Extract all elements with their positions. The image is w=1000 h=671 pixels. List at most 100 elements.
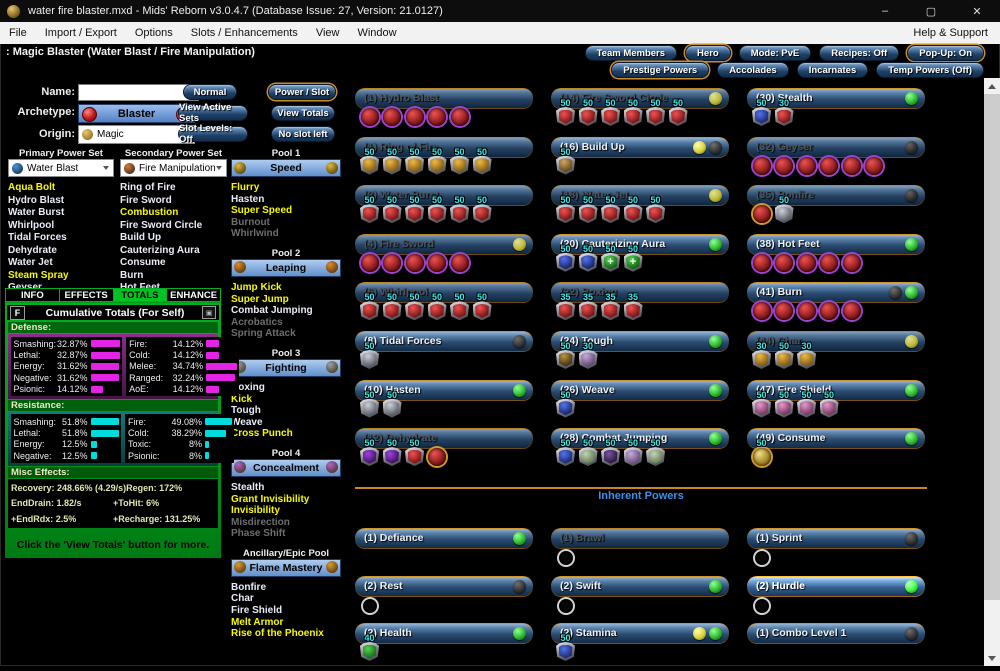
accolades-button[interactable]: Accolades xyxy=(717,62,789,78)
power-brawl[interactable]: (1) Brawl xyxy=(551,528,729,576)
enhancement-slot[interactable] xyxy=(359,587,380,615)
power-sprint[interactable]: (1) Sprint xyxy=(747,528,925,576)
power-list-item-phase-shift[interactable]: Phase Shift xyxy=(231,528,286,540)
recipes-off-button[interactable]: Recipes: Off xyxy=(819,45,900,61)
enhancement-slot[interactable] xyxy=(774,245,795,272)
dark-status-dot[interactable] xyxy=(513,579,526,593)
name-input[interactable] xyxy=(78,84,199,101)
power-bar[interactable]: (16) Build Up xyxy=(551,136,729,157)
power-bar[interactable]: (26) Weave xyxy=(551,379,729,400)
enhancement-slot[interactable] xyxy=(796,148,817,175)
power-bar[interactable]: (1) Ring of Fire xyxy=(355,136,533,157)
power-water-jet[interactable]: (18) Water Jet 50 50 50 50 50 xyxy=(551,185,729,234)
power-bar[interactable]: (47) Fire Shield xyxy=(747,379,925,400)
speed-pool-dropdown[interactable]: Speed xyxy=(231,159,341,177)
power-bar[interactable]: (2) Hurdle xyxy=(747,575,925,596)
power-list-item-tough[interactable]: Tough xyxy=(231,405,261,417)
enhancement-slot[interactable]: 50 xyxy=(472,196,493,224)
tab-info[interactable]: INFO xyxy=(5,288,60,302)
power-geyser[interactable]: (32) Geyser xyxy=(747,136,925,186)
enhancement-slot[interactable]: 50 xyxy=(645,439,666,467)
power-list-item-weave[interactable]: Weave xyxy=(231,416,263,428)
green-status-dot[interactable] xyxy=(709,579,722,593)
enhancement-slot[interactable] xyxy=(796,245,817,272)
enhancement-slot[interactable]: 50 xyxy=(404,147,425,175)
enhancement-slot[interactable]: 50 xyxy=(578,196,599,224)
expand-icon[interactable]: ▣ xyxy=(202,306,216,319)
enhancement-slot[interactable]: 50 xyxy=(359,439,380,467)
enhancement-slot[interactable]: 50 xyxy=(600,99,621,126)
yellow-status-dot[interactable] xyxy=(905,334,918,348)
menu-slots-enhancements[interactable]: Slots / Enhancements xyxy=(190,27,298,39)
green-status-dot[interactable] xyxy=(709,237,722,251)
power-bar[interactable]: (1) Combo Level 1 xyxy=(747,623,925,643)
power-swift[interactable]: (2) Swift xyxy=(551,575,729,624)
power-bar[interactable]: (1) Sprint xyxy=(747,528,925,548)
enhancement-slot[interactable] xyxy=(382,99,403,126)
power-bar[interactable]: (4) Fire Sword xyxy=(355,233,533,254)
enhancement-slot[interactable] xyxy=(819,245,840,272)
enhancement-slot[interactable] xyxy=(751,245,772,272)
team-members-button[interactable]: Team Members xyxy=(584,45,678,61)
temp-powers-off-button[interactable]: Temp Powers (Off) xyxy=(876,62,984,78)
enhancement-slot[interactable]: 50 xyxy=(427,196,448,224)
enhancement-slot[interactable]: 50 xyxy=(555,439,576,467)
power-list-item-bonfire[interactable]: Bonfire xyxy=(231,581,266,593)
power-hurdle[interactable]: (2) Hurdle xyxy=(747,575,925,624)
enhancement-slot[interactable]: 50 xyxy=(427,147,448,175)
green-status-dot[interactable] xyxy=(709,334,722,348)
power-hydro-blast[interactable]: (1) Hydro Blast xyxy=(355,88,533,137)
enhancement-slot[interactable] xyxy=(774,148,795,175)
power-bar[interactable]: (12) Dehydrate xyxy=(355,428,533,449)
menu-window[interactable]: Window xyxy=(357,27,397,39)
dark-status-dot[interactable] xyxy=(905,627,918,640)
enhancement-slot[interactable]: 50 xyxy=(555,634,576,661)
power-water-burst[interactable]: (2) Water Burst 50 50 50 50 50 50 xyxy=(355,185,533,234)
power-list-item-grant-invisibility[interactable]: Grant Invisibility xyxy=(231,493,310,505)
power-hasten[interactable]: (10) Hasten 50 50 xyxy=(355,379,533,429)
power-list-item-geyser[interactable]: Geyser xyxy=(8,282,114,295)
enhancement-slot[interactable] xyxy=(359,245,380,272)
power-list-item-steam-spray[interactable]: Steam Spray xyxy=(8,269,69,281)
power-bar[interactable]: (44) Char xyxy=(747,330,925,351)
power-bonfire[interactable]: (35) Bonfire 50 xyxy=(747,185,925,234)
power-list-item-jump-kick[interactable]: Jump Kick xyxy=(231,281,282,293)
enhancement-slot[interactable]: 50 xyxy=(472,147,493,175)
maximize-button[interactable]: ▢ xyxy=(925,5,937,18)
power-bar[interactable]: (2) Stamina xyxy=(551,623,729,643)
enhancement-slot[interactable]: 50 xyxy=(472,293,493,321)
power-char[interactable]: (44) Char 30 50 30 xyxy=(747,330,925,380)
power-bar[interactable]: (49) Consume xyxy=(747,428,925,449)
enhancement-slot[interactable] xyxy=(751,148,772,175)
enhancement-slot[interactable] xyxy=(382,245,403,272)
enhancement-slot[interactable]: 30 xyxy=(796,341,817,369)
power-combo-level-1[interactable]: (1) Combo Level 1 xyxy=(747,623,925,671)
power-stamina[interactable]: (2) Stamina 50 xyxy=(551,623,729,671)
power-list-item-super-jump[interactable]: Super Jump xyxy=(231,293,289,305)
power-bar[interactable]: (6) Whirlpool xyxy=(355,282,533,303)
power-bar[interactable]: (1) Brawl xyxy=(551,528,729,548)
power-list-item-rise-of-the-phoenix[interactable]: Rise of the Phoenix xyxy=(231,628,324,640)
power-tough[interactable]: (24) Tough 50 30 xyxy=(551,330,729,380)
power-bar[interactable]: (2) Swift xyxy=(551,575,729,596)
power-bar[interactable]: (18) Water Jet xyxy=(551,185,729,206)
power-list-item-hasten[interactable]: Hasten xyxy=(231,193,265,205)
enhancement-slot[interactable]: 35 xyxy=(600,293,621,321)
enhancement-slot[interactable]: 50 xyxy=(359,390,380,418)
enhancement-slot[interactable]: 50 xyxy=(555,147,576,175)
power-bar[interactable]: (2) Water Burst xyxy=(355,185,533,206)
power-list-item-build-up[interactable]: Build Up xyxy=(120,232,162,243)
enhancement-slot[interactable] xyxy=(427,99,448,126)
enhancement-slot[interactable]: 50 xyxy=(578,99,599,126)
dark-status-dot[interactable] xyxy=(709,140,722,154)
green-status-dot[interactable] xyxy=(905,237,918,251)
power-burn[interactable]: (41) Burn xyxy=(747,282,925,331)
green-status-dot[interactable] xyxy=(905,92,918,105)
power-list-item-dehydrate[interactable]: Dehydrate xyxy=(8,244,57,256)
power-bar[interactable]: (10) Hasten xyxy=(355,379,533,400)
green-status-dot[interactable] xyxy=(905,579,918,593)
power-bar[interactable]: (8) Tidal Forces xyxy=(355,330,533,351)
green-status-dot[interactable] xyxy=(905,383,918,397)
power-fire-shield[interactable]: (47) Fire Shield 50 50 50 50 xyxy=(747,379,925,429)
green-status-dot[interactable] xyxy=(709,627,722,640)
